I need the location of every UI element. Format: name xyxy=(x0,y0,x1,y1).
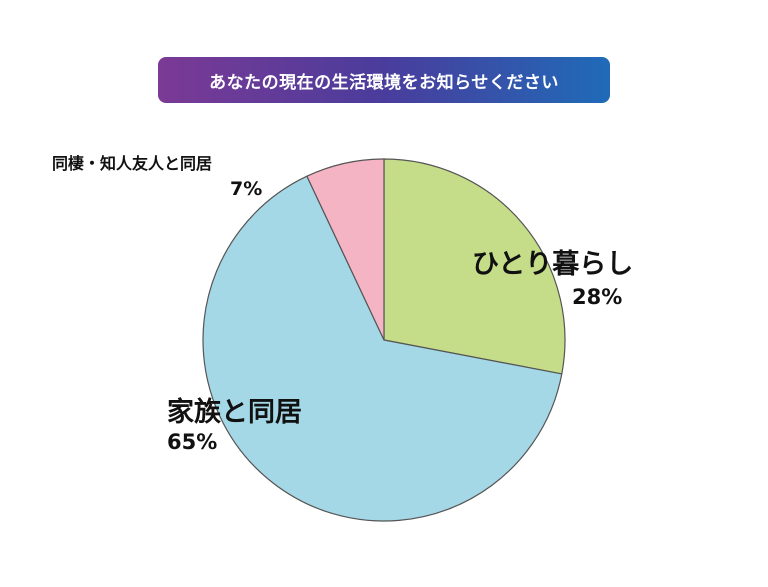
pct-kazoku: 65% xyxy=(167,430,218,454)
pie-slice-dousei xyxy=(306,158,385,341)
pct-dousei: 7% xyxy=(230,178,263,200)
pie-slice-kazoku xyxy=(202,175,563,522)
pie-slice-hitori xyxy=(383,158,566,375)
label-hitori: ひとり暮らし xyxy=(472,249,634,280)
label-dousei: 同棲・知人友人と同居 xyxy=(52,154,213,173)
chart-title: あなたの現在の生活環境をお知らせください xyxy=(158,57,610,103)
label-kazoku: 家族と同居 xyxy=(167,397,302,428)
pct-hitori: 28% xyxy=(572,285,623,309)
